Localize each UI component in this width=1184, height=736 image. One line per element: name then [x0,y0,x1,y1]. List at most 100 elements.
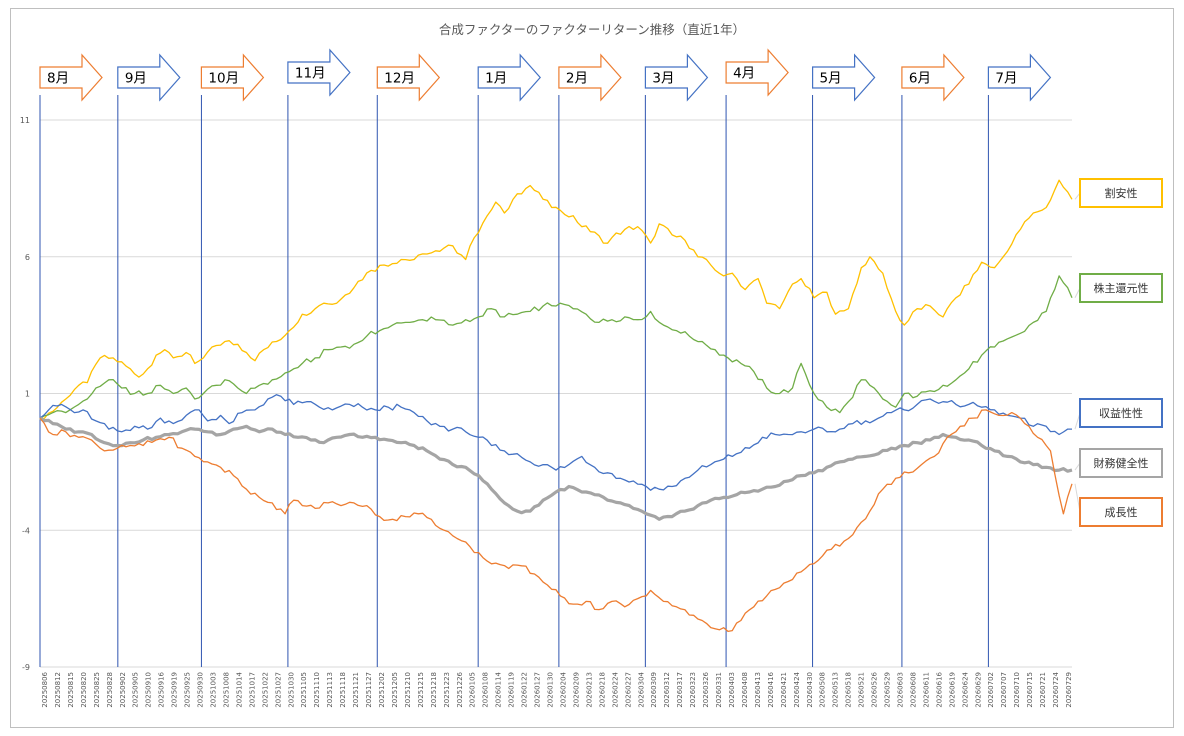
x-tick-label: 20260721 [1039,672,1047,708]
x-tick-label: 20250812 [54,672,62,708]
x-tick-label: 20260312 [663,672,671,708]
month-label: 12月 [384,71,415,87]
y-tick-label: -9 [22,663,30,672]
series-line-3 [39,416,1073,521]
x-tick-label: 20251003 [210,672,218,708]
x-tick-label: 20260209 [572,672,580,708]
month-divider-lines [39,95,989,667]
x-tick-label: 20251017 [248,672,256,708]
x-tick-label: 20250910 [145,672,153,708]
month-arrow-0 [39,53,103,102]
x-tick-label: 20251202 [378,672,386,708]
x-tick-label: 20250815 [67,672,75,708]
month-label: 2月 [566,71,588,87]
x-tick-label: 20260518 [845,672,853,708]
x-tick-label: 20260204 [559,671,567,707]
x-tick-label: 20250825 [93,672,101,708]
x-tick-label: 20250828 [106,672,114,708]
month-label: 8月 [47,71,69,87]
x-tick-label: 20251105 [300,672,308,708]
x-tick-label: 20260323 [689,672,697,708]
x-tick-label: 20260326 [702,671,710,707]
month-arrows: 8月 9月 10月 11月 12月 1月 2月 3月 4月 5月 6月 7月 [39,48,1052,102]
x-tick-label: 20260710 [1013,672,1021,708]
x-tick-label: 20260421 [780,672,788,708]
month-arrow-3 [287,48,351,97]
x-tick-label: 20251027 [274,672,282,708]
x-tick-label: 20260619 [948,672,956,708]
series-line-1 [39,275,1073,419]
month-label: 3月 [652,71,674,87]
x-tick-label: 20251118 [339,672,347,708]
x-tick-label: 20250905 [132,672,140,708]
month-arrow-2 [200,53,265,102]
month-arrow-4 [376,53,441,102]
x-tick-label: 20260119 [508,672,516,708]
x-tick-label: 20260424 [793,671,801,707]
month-label: 5月 [820,71,842,87]
x-tick-label: 20251218 [430,672,438,708]
x-tick-label: 20260403 [728,672,736,708]
x-tick-label: 20251226 [456,671,464,707]
month-label: 7月 [995,71,1017,87]
x-tick-label: 20260603 [896,672,904,708]
x-tick-label: 20251110 [313,672,321,708]
x-tick-label: 20251223 [443,672,451,708]
x-tick-label: 20250916 [158,671,166,707]
x-tick-label: 20260213 [585,672,593,708]
x-tick-label: 20251008 [222,672,230,708]
chart-frame [10,8,1174,728]
legend-box-4 [1079,497,1163,527]
x-tick-label: 20250806 [41,671,49,707]
x-tick-label: 20260227 [624,672,632,708]
x-tick-label: 20251030 [287,672,295,708]
series-line-4 [39,409,1073,633]
y-tick-label: 1 [25,390,30,399]
x-tick-label: 20260304 [637,671,645,707]
x-tick-label: 20260702 [987,672,995,708]
legend-box-2 [1079,398,1163,428]
x-tick-label: 20260408 [741,672,749,708]
legend-label: 収益性性 [1099,406,1143,420]
x-tick-label: 20250919 [171,672,179,708]
x-tick-label: 20260729 [1065,672,1073,708]
month-label: 4月 [733,66,755,82]
legend-box-3 [1079,448,1163,478]
legend-box-0 [1079,178,1163,208]
x-tick-label: 20260331 [715,672,723,708]
x-tick-label: 20250902 [119,672,127,708]
x-tick-label: 20260715 [1026,672,1034,708]
x-tick-label: 20251121 [352,672,360,708]
x-tick-label: 20260224 [611,671,619,707]
x-tick-label: 20260430 [806,672,814,708]
x-tick-label: 20260526 [871,671,879,707]
series-line-0 [39,179,1073,420]
month-arrow-5 [477,53,542,102]
x-tick-label: 20251022 [261,672,269,708]
month-arrow-9 [811,53,876,102]
x-tick-label: 20251014 [235,671,243,707]
month-arrow-6 [558,53,622,102]
x-tick-label: 20260309 [650,672,658,708]
x-tick-label: 20260130 [547,672,555,708]
month-label: 10月 [208,71,239,87]
month-arrow-7 [644,53,709,102]
x-tick-label: 20260317 [676,672,684,708]
x-tick-label: 20260416 [767,671,775,707]
month-label: 1月 [485,71,507,87]
x-tick-label: 20250925 [184,672,192,708]
x-tick-label: 20260616 [935,671,943,707]
series-line-2 [39,394,1072,491]
x-tick-label: 20260529 [884,672,892,708]
x-tick-label: 20251215 [417,672,425,708]
x-tick-label: 20260122 [521,672,529,708]
y-tick-labels: 11 6 1 -4 -9 [20,116,30,672]
x-tick-label: 20250820 [80,672,88,708]
x-tick-label: 20260624 [961,671,969,707]
legend-box-1 [1079,273,1163,303]
x-tick-labels: 20250806 20250812 20250815 20250820 20250825… [41,671,1073,707]
x-tick-label: 20260513 [832,672,840,708]
month-arrow-8 [725,48,789,97]
